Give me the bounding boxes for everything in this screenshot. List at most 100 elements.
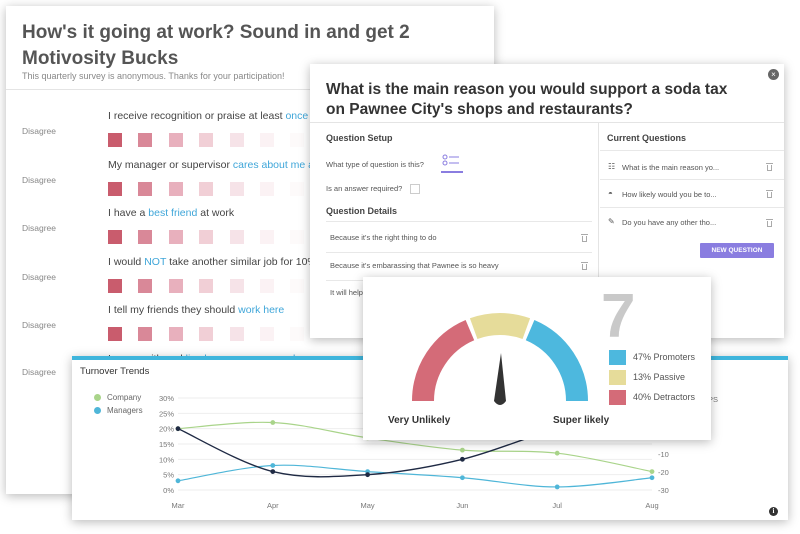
- rating-option[interactable]: [199, 133, 213, 147]
- current-question-item[interactable]: What is the main reason yo...: [622, 163, 720, 172]
- rating-option[interactable]: [230, 182, 244, 196]
- answer-option[interactable]: Because it's embarassing that Pawnee is …: [330, 261, 499, 270]
- trash-icon[interactable]: [581, 262, 588, 270]
- rating-option[interactable]: [260, 279, 274, 293]
- rating-option[interactable]: [138, 230, 152, 244]
- trash-icon[interactable]: [766, 190, 773, 198]
- scale-left-label: Disagree: [22, 367, 57, 377]
- question-text: best friend: [148, 207, 198, 219]
- rating-option[interactable]: [230, 133, 244, 147]
- gauge-promoter-arc: [525, 319, 588, 402]
- rating-option[interactable]: [230, 279, 244, 293]
- data-point[interactable]: [175, 426, 181, 432]
- new-question-button[interactable]: NEW QUESTION: [700, 243, 774, 258]
- question-text: take another similar job for 10%: [166, 256, 317, 268]
- question-text: I would: [108, 256, 145, 268]
- question-text: I have a: [108, 207, 149, 219]
- data-point[interactable]: [460, 447, 465, 453]
- rating-option[interactable]: [260, 327, 274, 341]
- legend-label: 40% Detractors: [633, 392, 696, 402]
- divider: [600, 179, 784, 180]
- data-point[interactable]: [554, 484, 560, 490]
- rating-option[interactable]: [138, 182, 152, 196]
- rating-option[interactable]: [108, 327, 122, 341]
- data-point[interactable]: [270, 420, 276, 425]
- survey-question: I tell my friends they should work here: [108, 304, 284, 316]
- info-icon[interactable]: i: [769, 507, 778, 516]
- question-text: once a: [285, 110, 317, 122]
- survey-question: I have a best friend at work: [108, 207, 234, 219]
- trash-icon[interactable]: [766, 219, 773, 227]
- divider: [6, 89, 494, 90]
- rating-option[interactable]: [169, 279, 183, 293]
- data-point[interactable]: [649, 469, 655, 474]
- divider: [310, 122, 784, 123]
- required-checkbox[interactable]: [410, 184, 420, 194]
- rating-option[interactable]: [169, 133, 183, 147]
- data-point[interactable]: [175, 478, 181, 484]
- rating-option[interactable]: [108, 133, 122, 147]
- x-tick-label: Jul: [552, 501, 562, 510]
- x-tick-label: Jun: [456, 501, 468, 510]
- rating-option[interactable]: [199, 182, 213, 196]
- rating-option[interactable]: [138, 133, 152, 147]
- question-details-heading: Question Details: [326, 206, 398, 216]
- rating-option[interactable]: [290, 279, 304, 293]
- rating-option[interactable]: [290, 230, 304, 244]
- data-point[interactable]: [554, 450, 560, 456]
- rating-option[interactable]: [230, 230, 244, 244]
- nps-score: 7: [601, 282, 636, 351]
- rating-option[interactable]: [108, 230, 122, 244]
- rating-option[interactable]: [290, 182, 304, 196]
- divider: [600, 207, 784, 208]
- question-type-label: What type of question is this?: [326, 160, 424, 169]
- legend-managers[interactable]: Managers: [94, 406, 143, 415]
- data-point[interactable]: [365, 472, 370, 478]
- rating-option[interactable]: [290, 133, 304, 147]
- legend-swatch: [609, 370, 626, 385]
- rating-option[interactable]: [230, 327, 244, 341]
- data-point[interactable]: [460, 475, 465, 481]
- rating-option[interactable]: [260, 182, 274, 196]
- data-point[interactable]: [270, 469, 276, 474]
- rating-option[interactable]: [169, 327, 183, 341]
- current-question-item[interactable]: How likely would you be to...: [622, 190, 717, 199]
- scale-left-label: Disagree: [22, 272, 57, 282]
- rating-option[interactable]: [199, 279, 213, 293]
- gauge-left-label: Very Unlikely: [388, 415, 451, 426]
- divider: [326, 221, 592, 222]
- rating-option[interactable]: [260, 133, 274, 147]
- rating-option[interactable]: [199, 327, 213, 341]
- survey-title: How's it going at work? Sound in and get…: [22, 22, 410, 69]
- question-type-list-icon[interactable]: [441, 152, 463, 174]
- turnover-title: Turnover Trends: [80, 366, 150, 377]
- trash-icon[interactable]: [581, 234, 588, 242]
- answer-option[interactable]: It will help: [330, 288, 363, 297]
- rating-option[interactable]: [169, 230, 183, 244]
- gauge-icon: ◓: [608, 189, 613, 198]
- x-tick-label: May: [361, 501, 375, 510]
- legend-label: 13% Passive: [633, 372, 686, 382]
- rating-option[interactable]: [138, 327, 152, 341]
- question-text: I tell my friends they should: [108, 304, 239, 316]
- rating-option[interactable]: [199, 230, 213, 244]
- current-questions-heading: Current Questions: [607, 133, 687, 143]
- question-text: cares about me a: [232, 159, 315, 171]
- rating-option[interactable]: [290, 327, 304, 341]
- legend-company[interactable]: Company: [94, 393, 141, 402]
- data-point[interactable]: [649, 475, 655, 481]
- rating-option[interactable]: [169, 182, 183, 196]
- data-point[interactable]: [460, 456, 465, 462]
- answer-option[interactable]: Because it's the right thing to do: [330, 233, 437, 242]
- rating-option[interactable]: [138, 279, 152, 293]
- gauge-right-label: Super likely: [553, 415, 610, 426]
- rating-option[interactable]: [108, 182, 122, 196]
- data-point[interactable]: [270, 463, 276, 468]
- current-question-item[interactable]: Do you have any other tho...: [622, 218, 717, 227]
- rating-option[interactable]: [260, 230, 274, 244]
- rating-option[interactable]: [108, 279, 122, 293]
- gauge-needle: [494, 353, 506, 405]
- question-text: at work: [197, 207, 235, 219]
- trash-icon[interactable]: [766, 163, 773, 171]
- close-icon[interactable]: ×: [768, 69, 779, 80]
